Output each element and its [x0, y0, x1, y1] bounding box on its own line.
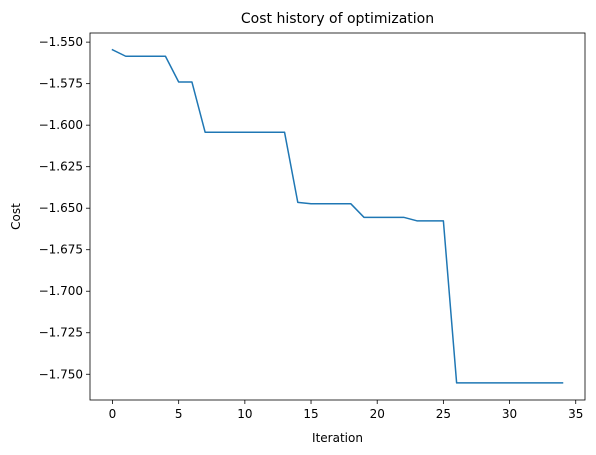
x-tick-label: 15: [303, 407, 318, 421]
y-axis-ticks: −1.550 −1.575 −1.600 −1.625 −1.650 −1.675 −1.7…: [39, 35, 90, 381]
cost-data-point: [349, 202, 352, 205]
y-tick-label: −1.725: [39, 326, 83, 340]
cost-data-point: [362, 216, 365, 219]
cost-data-point: [243, 131, 246, 134]
cost-data-point: [402, 216, 405, 219]
cost-data-point: [310, 202, 313, 205]
y-axis-label: Cost: [9, 203, 23, 230]
x-tick-label: 0: [109, 407, 117, 421]
cost-data-point: [204, 131, 207, 134]
x-tick-label: 10: [237, 407, 252, 421]
cost-data-point: [336, 202, 339, 205]
chart-title: Cost history of optimization: [241, 11, 434, 27]
y-tick-label: −1.675: [39, 243, 83, 257]
x-tick-label: 20: [370, 407, 385, 421]
y-tick-label: −1.700: [39, 284, 83, 298]
x-tick-label: 25: [436, 407, 451, 421]
cost-data-point: [535, 381, 538, 384]
cost-data-point: [468, 381, 471, 384]
cost-data-point: [151, 55, 154, 58]
cost-data-point: [257, 131, 260, 134]
cost-data-point: [376, 216, 379, 219]
cost-data-point: [217, 131, 220, 134]
cost-data-point: [124, 55, 127, 58]
y-tick-label: −1.575: [39, 77, 83, 91]
y-tick-label: −1.550: [39, 35, 83, 49]
cost-data-point: [190, 80, 193, 83]
x-axis-label: Iteration: [312, 431, 363, 445]
x-axis-ticks: 0 5 10 15 20 25 30 35: [109, 400, 583, 421]
y-tick-label: −1.625: [39, 160, 83, 174]
cost-data-point: [389, 216, 392, 219]
cost-data-point: [177, 80, 180, 83]
cost-data-point: [455, 381, 458, 384]
cost-data-point: [137, 55, 140, 58]
x-tick-label: 5: [175, 407, 183, 421]
x-tick-label: 30: [502, 407, 517, 421]
cost-data-point: [230, 131, 233, 134]
cost-data-point: [429, 219, 432, 222]
cost-data-point: [164, 55, 167, 58]
y-tick-label: −1.650: [39, 201, 83, 215]
cost-data-point: [561, 381, 564, 384]
y-tick-label: −1.600: [39, 118, 83, 132]
cost-data-point: [270, 131, 273, 134]
cost-data-point: [296, 201, 299, 204]
cost-data-point: [495, 381, 498, 384]
cost-series-line: [111, 48, 564, 384]
x-tick-label: 35: [568, 407, 583, 421]
y-tick-label: −1.750: [39, 367, 83, 381]
series-layer: [111, 48, 564, 384]
cost-data-point: [415, 219, 418, 222]
plot-frame: [89, 32, 586, 401]
cost-data-point: [508, 381, 511, 384]
cost-data-point: [442, 219, 445, 222]
cost-data-point: [111, 48, 114, 51]
plot-border: [89, 32, 586, 401]
cost-data-point: [521, 381, 524, 384]
cost-data-point: [283, 131, 286, 134]
cost-data-point: [482, 381, 485, 384]
cost-data-point: [323, 202, 326, 205]
cost-data-point: [548, 381, 551, 384]
